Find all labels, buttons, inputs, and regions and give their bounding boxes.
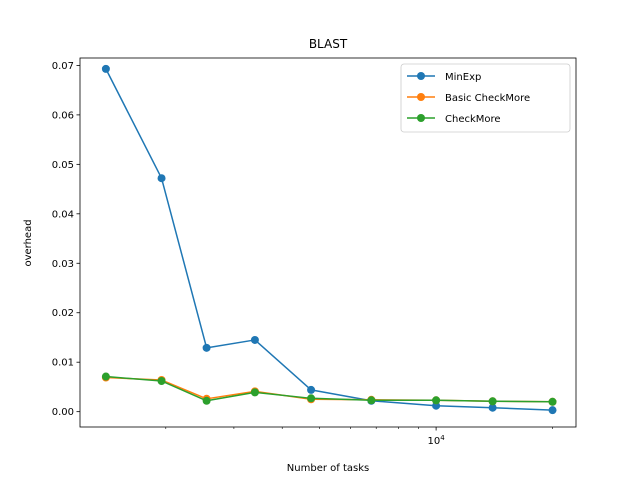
y-axis-ticks: 0.00 0.01 0.02 0.03 0.04 0.05 0.06 0.07 bbox=[52, 61, 80, 418]
y-tick-label: 0.00 bbox=[52, 407, 74, 418]
y-tick-label: 0.06 bbox=[52, 110, 74, 121]
y-tick-label: 0.04 bbox=[52, 209, 74, 220]
y-axis-label: overhead bbox=[23, 219, 34, 266]
legend-label: MinExp bbox=[445, 72, 481, 83]
data-point bbox=[432, 396, 441, 405]
data-point bbox=[488, 403, 497, 412]
legend-box bbox=[400, 63, 571, 133]
legend: MinExp Basic CheckMore CheckMore bbox=[400, 63, 571, 133]
data-point bbox=[202, 343, 211, 352]
data-point bbox=[307, 385, 316, 394]
legend-marker bbox=[417, 72, 425, 80]
data-point bbox=[157, 174, 166, 183]
data-point bbox=[307, 394, 316, 403]
y-tick-label: 0.01 bbox=[52, 358, 74, 369]
y-tick-label: 0.05 bbox=[52, 160, 74, 171]
data-point bbox=[488, 397, 497, 406]
legend-marker bbox=[417, 114, 425, 122]
data-point bbox=[548, 397, 557, 406]
x-axis-label: Number of tasks bbox=[287, 463, 369, 474]
legend-label: Basic CheckMore bbox=[445, 93, 530, 104]
data-point bbox=[157, 376, 166, 385]
data-point bbox=[367, 396, 376, 405]
data-point bbox=[250, 335, 259, 344]
series-layer bbox=[101, 64, 557, 415]
y-tick-label: 0.02 bbox=[52, 308, 74, 319]
data-point bbox=[548, 406, 557, 415]
data-point bbox=[202, 396, 211, 405]
data-point bbox=[101, 372, 110, 381]
y-tick-label: 0.07 bbox=[52, 61, 74, 72]
legend-marker bbox=[417, 93, 425, 101]
chart-title: BLAST bbox=[309, 37, 348, 51]
y-tick-label: 0.03 bbox=[52, 259, 74, 270]
data-point bbox=[250, 388, 259, 397]
axes-frame bbox=[79, 57, 577, 428]
legend-label: CheckMore bbox=[445, 114, 501, 125]
data-point bbox=[101, 64, 110, 73]
